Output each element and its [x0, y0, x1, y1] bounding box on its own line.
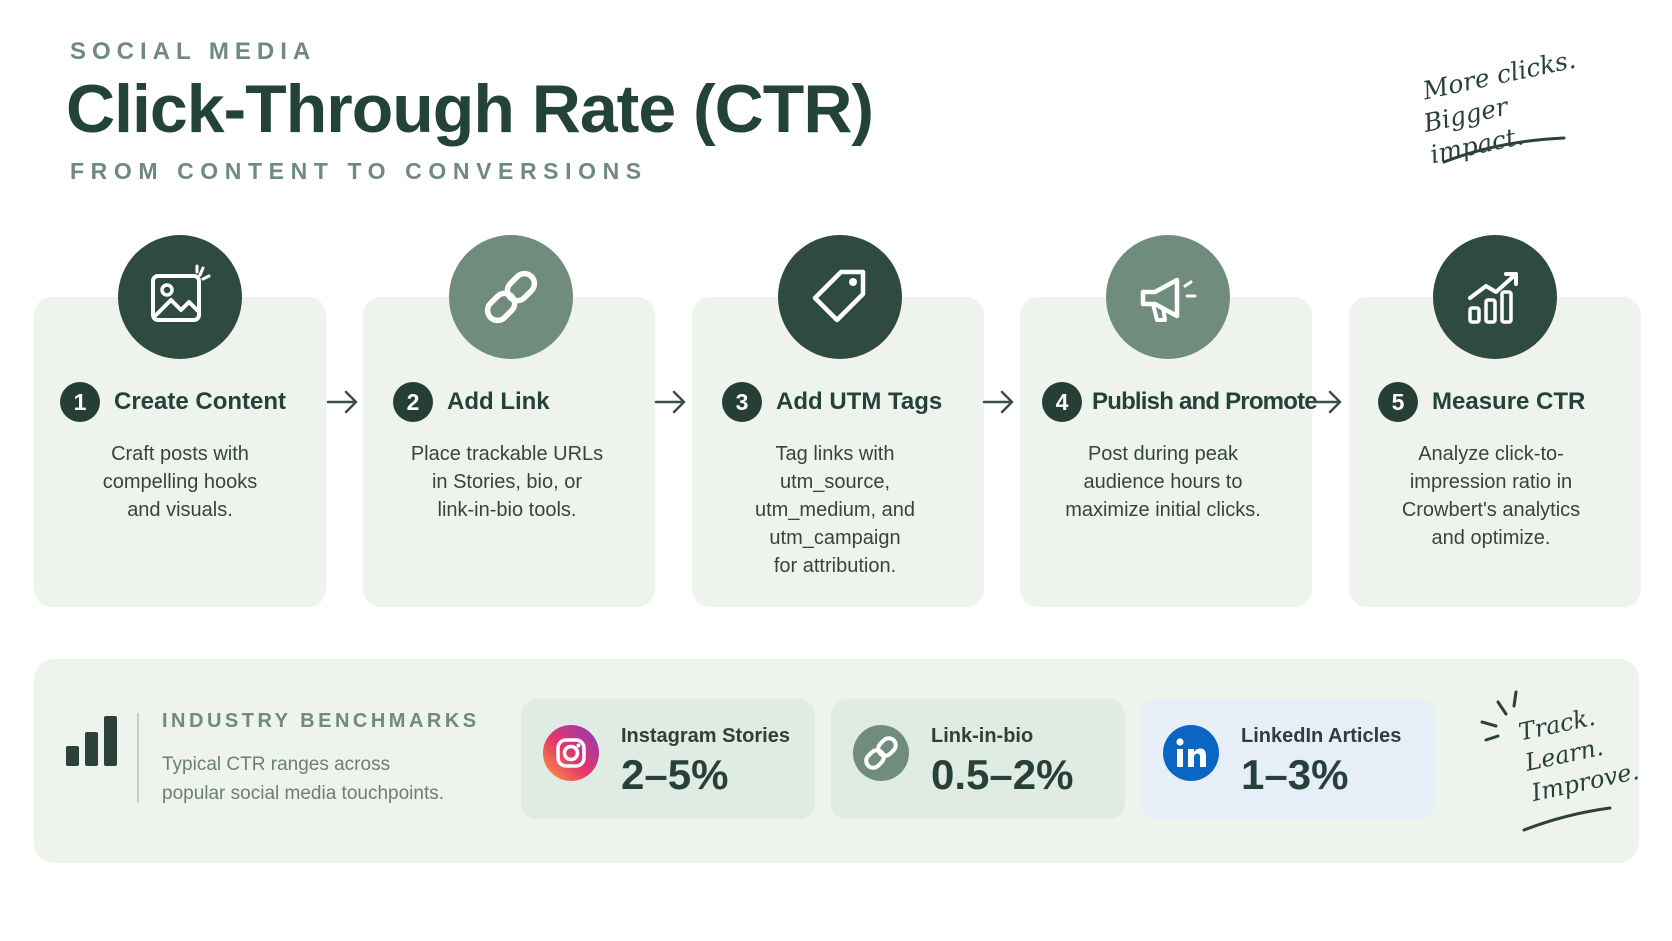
description-line: audience hours to	[1083, 471, 1243, 493]
step-title: Add UTM Tags	[776, 388, 943, 415]
tag-icon	[812, 269, 866, 323]
step-icon-circle-1	[118, 235, 242, 359]
description-line: maximize initial clicks.	[1065, 499, 1261, 521]
benchmark-name: Instagram Stories	[621, 725, 790, 747]
description-line: for attribution.	[773, 555, 897, 577]
description-line: utm_medium, and	[754, 499, 916, 521]
description-line: popular social media touchpoints.	[162, 783, 445, 804]
page-title: Click-Through Rate (CTR)	[66, 71, 874, 147]
step-description-4: Post during peak audience hours to maxim…	[1038, 440, 1288, 524]
step-number-badge: 4	[1042, 382, 1082, 422]
linkedin-icon	[1163, 725, 1219, 781]
description-line: compelling hooks	[102, 471, 258, 493]
link-icon	[484, 270, 538, 324]
step-number-badge: 3	[722, 382, 762, 422]
description-line: and optimize.	[1431, 527, 1551, 549]
benchmark-value: 1–3%	[1241, 751, 1349, 798]
note-underline-icon	[1442, 136, 1566, 164]
step-heading-4: 4 Publish and Promote	[1042, 382, 1318, 422]
benchmarks-divider	[137, 713, 139, 803]
bar-chart-icon	[66, 716, 117, 766]
benchmark-card-link-in-bio: Link-in-bio 0.5–2%	[831, 699, 1125, 819]
sparkle-lines-icon	[1480, 690, 1518, 742]
step-icon-circle-3	[778, 235, 902, 359]
megaphone-icon	[1140, 277, 1197, 322]
description-line: utm_source,	[779, 471, 891, 493]
benchmarks-description: Typical CTR ranges across popular social…	[162, 750, 482, 808]
link-icon	[853, 725, 909, 781]
step-number-badge: 2	[393, 382, 433, 422]
description-line: Analyze click-to-	[1418, 443, 1564, 465]
step-heading-2: 2 Add Link	[393, 382, 550, 422]
description-line: Post during peak	[1087, 443, 1239, 465]
arrow-right-icon	[982, 390, 1014, 414]
growth-chart-icon	[1468, 272, 1518, 324]
arrow-right-icon	[654, 390, 686, 414]
arrow-right-icon	[326, 390, 358, 414]
step-heading-5: 5 Measure CTR	[1378, 382, 1585, 422]
step-heading-1: 1 Create Content	[60, 382, 286, 422]
step-title: Create Content	[114, 388, 287, 415]
benchmark-value: 2–5%	[621, 751, 729, 798]
description-line: and visuals.	[127, 499, 233, 521]
step-description-3: Tag links with utm_source, utm_medium, a…	[710, 440, 960, 580]
instagram-icon	[543, 725, 599, 781]
step-heading-3: 3 Add UTM Tags	[722, 382, 942, 422]
step-description-1: Craft posts with compelling hooks and vi…	[55, 440, 305, 524]
benchmark-name: LinkedIn Articles	[1241, 725, 1402, 747]
step-icon-circle-5	[1433, 235, 1557, 359]
page-subtitle: FROM CONTENT TO CONVERSIONS	[70, 158, 648, 184]
step-title: Add Link	[447, 388, 550, 415]
step-description-5: Analyze click-to- impression ratio in Cr…	[1366, 440, 1616, 552]
step-title: Measure CTR	[1432, 388, 1586, 415]
description-line: Tag links with	[775, 443, 895, 465]
description-line: impression ratio in	[1409, 471, 1573, 493]
description-line: Place trackable URLs	[410, 443, 604, 465]
arrow-right-icon	[1310, 390, 1342, 414]
benchmark-card-instagram: Instagram Stories 2–5%	[521, 699, 815, 819]
description-line: link-in-bio tools.	[437, 499, 577, 521]
step-icon-circle-2	[449, 235, 573, 359]
description-line: Typical CTR ranges across	[162, 754, 391, 775]
benchmark-card-linkedin: LinkedIn Articles 1–3%	[1141, 699, 1435, 819]
description-line: Crowbert's analytics	[1401, 499, 1581, 521]
step-number-badge: 5	[1378, 382, 1418, 422]
step-title: Publish and Promote	[1092, 388, 1318, 415]
benchmarks-title: INDUSTRY BENCHMARKS	[162, 710, 480, 732]
benchmark-name: Link-in-bio	[931, 725, 1034, 747]
note-underline-icon	[1522, 806, 1612, 832]
step-icon-circle-4	[1106, 235, 1230, 359]
image-icon	[151, 264, 211, 322]
description-line: utm_campaign	[769, 527, 901, 549]
description-line: Craft posts with	[111, 443, 249, 465]
eyebrow-label: SOCIAL MEDIA	[70, 38, 317, 65]
benchmark-value: 0.5–2%	[931, 751, 1074, 798]
step-number-badge: 1	[60, 382, 100, 422]
step-description-2: Place trackable URLs in Stories, bio, or…	[382, 440, 632, 524]
description-line: in Stories, bio, or	[431, 471, 583, 493]
